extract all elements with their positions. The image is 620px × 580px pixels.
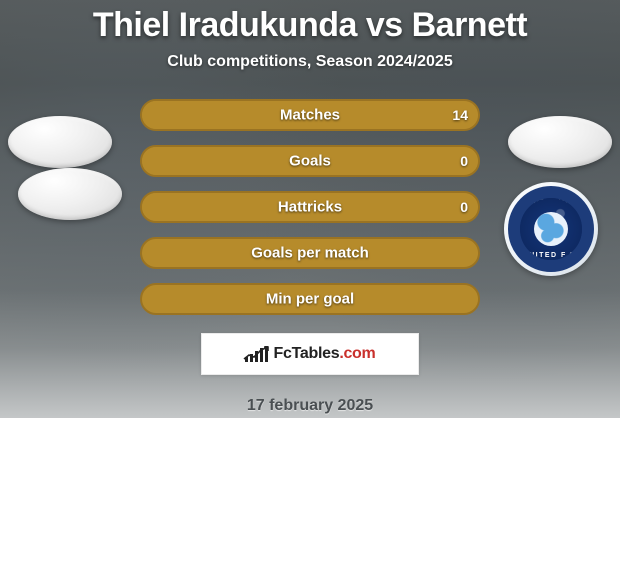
- stat-bar-fill-b: [142, 193, 478, 221]
- club-crest: ADELAIDE UNITED F.C.: [504, 182, 598, 276]
- stat-bar-fill-b: [310, 239, 478, 267]
- club-crest-ball-icon: [534, 212, 568, 246]
- page-title: Thiel Iradukunda vs Barnett: [0, 0, 620, 45]
- stat-row: Min per goal: [140, 283, 480, 315]
- stat-bar-fill-b: [142, 101, 478, 129]
- player-a-badge-oval-1: [8, 116, 112, 168]
- stat-row: Hattricks0: [140, 191, 480, 223]
- stat-value-b: 0: [460, 153, 468, 169]
- stat-row: Matches14: [140, 99, 480, 131]
- stat-bar-fill-a: [142, 285, 310, 313]
- page-subtitle: Club competitions, Season 2024/2025: [0, 53, 620, 71]
- stat-bar-fill-b: [310, 285, 478, 313]
- stat-row: Goals per match: [140, 237, 480, 269]
- stat-bar-fill-b: [142, 147, 478, 175]
- club-crest-text-bottom: UNITED F.C.: [520, 252, 582, 259]
- stat-bar-track: [140, 237, 480, 269]
- player-b-badge-oval-1: [508, 116, 612, 168]
- brand-box: FcTables.com: [201, 333, 419, 375]
- stat-value-b: 0: [460, 199, 468, 215]
- stat-row: Goals0: [140, 145, 480, 177]
- snapshot-date: 17 february 2025: [0, 397, 620, 415]
- club-crest-ring: ADELAIDE UNITED F.C.: [508, 186, 594, 272]
- stat-bar-track: [140, 99, 480, 131]
- stat-bar-track: [140, 283, 480, 315]
- player-a-badge-oval-2: [18, 168, 122, 220]
- stat-bar-fill-a: [142, 239, 310, 267]
- brand-bars-icon: [245, 346, 268, 362]
- stat-bar-track: [140, 191, 480, 223]
- brand-name: FcTables: [274, 345, 340, 362]
- stat-value-b: 14: [452, 107, 468, 123]
- brand-text: FcTables.com: [274, 345, 376, 363]
- stat-bar-track: [140, 145, 480, 177]
- brand-suffix: .com: [339, 345, 375, 362]
